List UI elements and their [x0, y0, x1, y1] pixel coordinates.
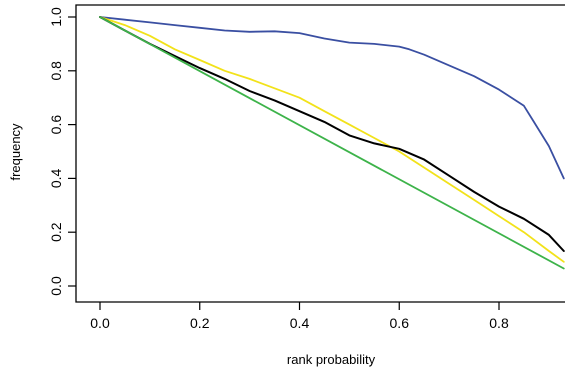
x-axis-label: rank probability	[287, 352, 376, 367]
x-tick-label: 0.2	[190, 315, 210, 331]
y-axis-label: frequency	[8, 123, 23, 181]
y-axis: 0.0 0.2 0.4 0.6 0.8 1.0	[48, 7, 76, 296]
plot-border	[75, 4, 565, 303]
y-tick-label: 0.0	[48, 276, 64, 296]
y-tick-label: 0.4	[48, 168, 64, 188]
y-tick-label: 0.8	[48, 61, 64, 81]
series-line-2	[99, 16, 565, 263]
series-line-4	[99, 16, 565, 270]
x-axis: 0.0 0.2 0.4 0.6 0.8	[90, 302, 509, 331]
y-tick-label: 0.2	[48, 222, 64, 242]
series-lines	[99, 16, 565, 270]
plot-frame	[75, 4, 565, 303]
x-tick-label: 0.0	[90, 315, 110, 331]
series-line-1	[99, 16, 565, 180]
x-tick-label: 0.6	[390, 315, 410, 331]
x-tick-label: 0.4	[290, 315, 310, 331]
x-tick-label: 0.8	[489, 315, 509, 331]
y-tick-label: 1.0	[48, 7, 64, 27]
series-line-3	[99, 16, 565, 252]
y-tick-label: 0.6	[48, 115, 64, 135]
